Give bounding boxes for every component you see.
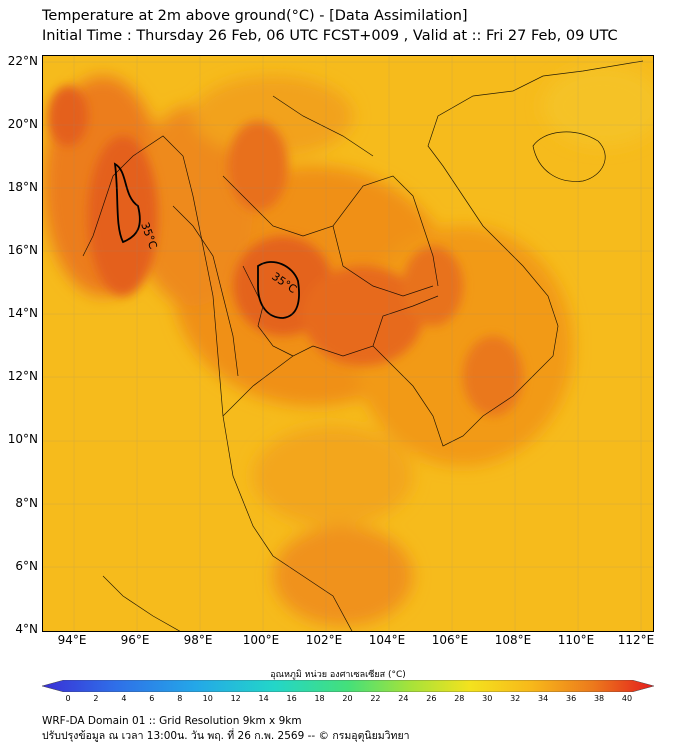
colorbar-tick-label: 6 (149, 694, 155, 703)
temperature-map: 35°C 35°C (42, 55, 654, 632)
colorbar-tick-label: 38 (593, 694, 605, 703)
colorbar-tick-label: 14 (258, 694, 269, 703)
colorbar-title: อุณหภูมิ หน่วย องศาเซลเซียส (°C) (270, 670, 406, 680)
isotherm-35c (113, 162, 300, 319)
lat-label-8n: 8°N (15, 496, 38, 510)
lon-label-94e: 94°E (57, 633, 87, 647)
lon-label-108e: 108°E (494, 633, 532, 647)
isotherm-contour-central (257, 261, 300, 319)
lon-label-102e: 102°E (305, 633, 343, 647)
lat-label-10n: 10°N (7, 432, 38, 446)
lon-label-106e: 106°E (431, 633, 469, 647)
colorbar-tick-label: 24 (398, 694, 409, 703)
colorbar-tick-label: 10 (202, 694, 213, 703)
colorbar-tick-label: 2 (93, 694, 99, 703)
colorbar-tick-label: 20 (342, 694, 353, 703)
colorbar-tick-label: 18 (314, 694, 325, 703)
colorbar-tick-label: 34 (538, 694, 549, 703)
lat-label-16n: 16°N (7, 243, 38, 257)
footer-line-2: ปรับปรุงข้อมูล ณ เวลา 13:00น. วัน พฤ. ที… (42, 730, 410, 742)
lon-label-100e: 100°E (242, 633, 280, 647)
lat-label-18n: 18°N (7, 180, 38, 194)
colorbar-tick-label: 8 (177, 694, 183, 703)
colorbar-tick-label: 4 (121, 694, 127, 703)
isotherm-contour-west (113, 162, 141, 244)
hot-spots (48, 86, 523, 416)
title-line-2: Initial Time : Thursday 26 Feb, 06 UTC F… (42, 28, 618, 44)
colorbar-tick-label: 22 (370, 694, 381, 703)
lon-label-104e: 104°E (368, 633, 406, 647)
map-title: Temperature at 2m above ground(°C) - [Da… (42, 6, 618, 46)
lon-label-96e: 96°E (120, 633, 150, 647)
footer: WRF-DA Domain 01 :: Grid Resolution 9km … (42, 714, 410, 744)
map-canvas: 35°C 35°C (43, 56, 653, 631)
colorbar (42, 680, 654, 692)
colorbar-gradient (42, 680, 654, 692)
lon-label-98e: 98°E (183, 633, 213, 647)
footer-line-1: WRF-DA Domain 01 :: Grid Resolution 9km … (42, 715, 302, 727)
graticule (43, 56, 653, 631)
colorbar-tick-label: 0 (65, 694, 71, 703)
colorbar-tick-label: 32 (510, 694, 521, 703)
lat-label-4n: 4°N (15, 622, 38, 636)
coastlines-and-borders (82, 60, 644, 631)
colorbar-tick-label: 40 (621, 694, 633, 703)
colorbar-tick-label: 12 (230, 694, 241, 703)
lat-label-22n: 22°N (7, 54, 38, 68)
lat-label-6n: 6°N (15, 559, 38, 573)
colorbar-tick-label: 36 (566, 694, 577, 703)
colorbar-tick-label: 26 (426, 694, 437, 703)
lat-label-20n: 20°N (7, 117, 38, 131)
lon-label-110e: 110°E (557, 633, 595, 647)
lat-label-14n: 14°N (7, 306, 38, 320)
title-line-1: Temperature at 2m above ground(°C) - [Da… (42, 8, 468, 24)
colorbar-tick-label: 30 (482, 694, 493, 703)
lat-label-12n: 12°N (7, 369, 38, 383)
lon-label-112e: 112°E (617, 633, 655, 647)
colorbar-tick-label: 28 (454, 694, 465, 703)
colorbar-tick-label: 16 (286, 694, 297, 703)
